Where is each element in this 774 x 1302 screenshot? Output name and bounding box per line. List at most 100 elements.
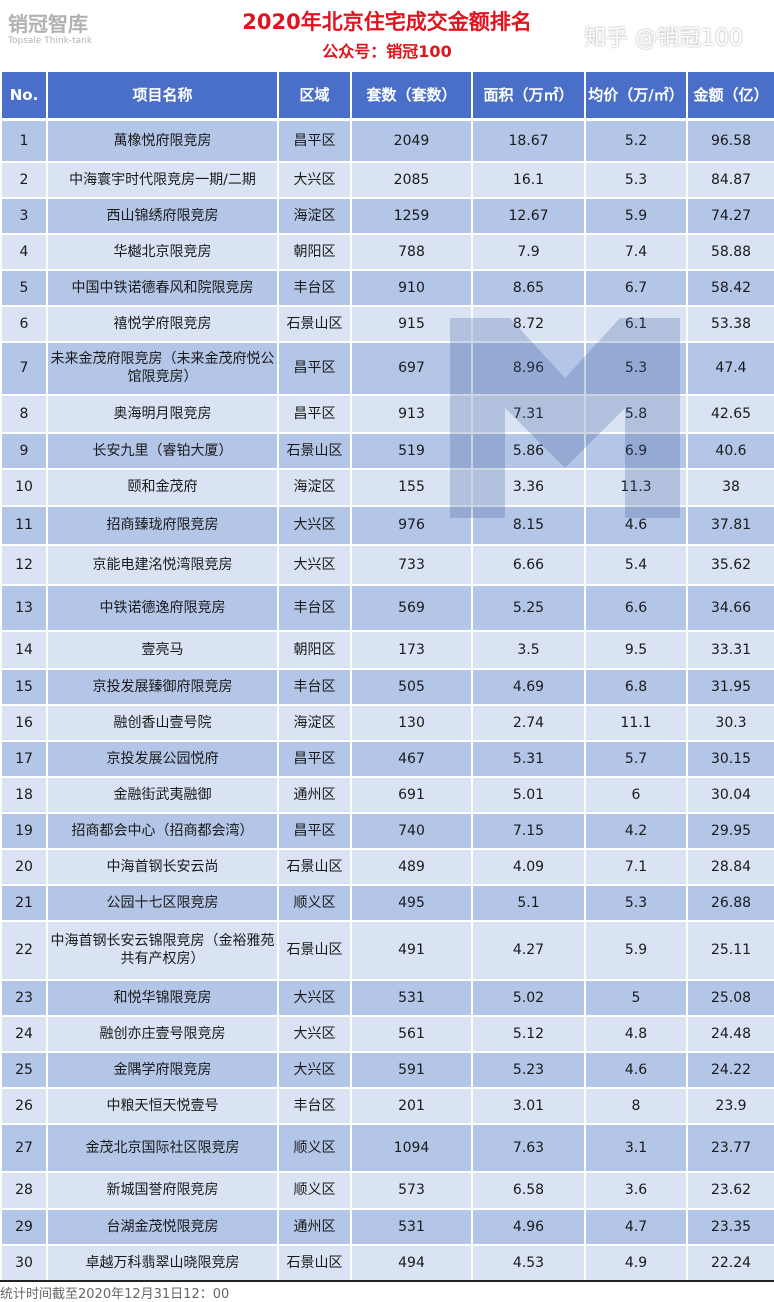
cell-rank: 22 — [0, 919, 48, 981]
cell-district: 通州区 — [277, 775, 352, 814]
table-row: 21 公园十七区限竞房 顺义区 495 5.1 5.3 26.88 — [0, 883, 774, 922]
table-row: 27 金茂北京国际社区限竞房 顺义区 1094 7.63 3.1 23.77 — [0, 1122, 774, 1173]
table-row: 20 中海首钢长安云尚 石景山区 489 4.09 7.1 28.84 — [0, 847, 774, 886]
cell-district: 石景山区 — [277, 304, 352, 343]
cell-area: 6.66 — [471, 543, 586, 586]
cell-district: 昌平区 — [277, 739, 352, 778]
cell-project-name: 招商臻珑府限竞房 — [46, 504, 279, 546]
cell-units: 519 — [350, 431, 473, 470]
cell-avg-price: 5.8 — [584, 393, 688, 434]
cell-project-name: 华樾北京限竞房 — [46, 232, 279, 271]
cell-area: 4.96 — [471, 1207, 586, 1246]
cell-rank: 16 — [0, 703, 48, 742]
cell-units: 976 — [350, 504, 473, 546]
table-row: 22 中海首钢长安云锦限竞房（金裕雅苑共有产权房） 石景山区 491 4.27 5.9 25… — [0, 919, 774, 981]
cell-project-name: 中海寰宇时代限竞房一期/二期 — [46, 160, 279, 199]
cell-district: 昌平区 — [277, 393, 352, 434]
cell-units: 531 — [350, 978, 473, 1017]
cell-district: 海淀区 — [277, 703, 352, 742]
cell-avg-price: 5.3 — [584, 160, 688, 199]
cell-area: 8.72 — [471, 304, 586, 343]
cell-district: 朝阳区 — [277, 232, 352, 271]
cell-avg-price: 4.9 — [584, 1243, 688, 1282]
cell-rank: 17 — [0, 739, 48, 778]
cell-units: 467 — [350, 739, 473, 778]
col-header-units: 套数（套数） — [350, 70, 473, 121]
cell-rank: 25 — [0, 1050, 48, 1089]
cell-district: 丰台区 — [277, 268, 352, 307]
col-header-price: 均价（万/㎡） — [584, 70, 688, 121]
cell-avg-price: 4.8 — [584, 1014, 688, 1053]
cell-area: 7.31 — [471, 393, 586, 434]
page-title: 2020年北京住宅成交金额排名 — [242, 10, 532, 34]
table-row: 28 新城国誉府限竞房 顺义区 573 6.58 3.6 23.62 — [0, 1170, 774, 1210]
cell-amount: 24.22 — [686, 1050, 774, 1089]
cell-area: 4.27 — [471, 919, 586, 981]
cell-units: 573 — [350, 1170, 473, 1210]
cell-project-name: 金融街武夷融御 — [46, 775, 279, 814]
cell-project-name: 金隅学府限竞房 — [46, 1050, 279, 1089]
cell-project-name: 京投发展臻御府限竞房 — [46, 667, 279, 706]
cell-units: 591 — [350, 1050, 473, 1089]
cell-avg-price: 11.3 — [584, 467, 688, 507]
cell-area: 8.65 — [471, 268, 586, 307]
cell-units: 2049 — [350, 118, 473, 163]
cell-units: 1094 — [350, 1122, 473, 1173]
cell-amount: 25.11 — [686, 919, 774, 981]
cell-project-name: 未来金茂府限竞房（未来金茂府悦公馆限竞房） — [46, 340, 279, 396]
cell-area: 2.74 — [471, 703, 586, 742]
cell-district: 石景山区 — [277, 431, 352, 470]
cell-rank: 2 — [0, 160, 48, 199]
table-row: 8 奥海明月限竞房 昌平区 913 7.31 5.8 42.65 — [0, 393, 774, 434]
col-header-district: 区域 — [277, 70, 352, 121]
cell-project-name: 融创亦庄壹号限竞房 — [46, 1014, 279, 1053]
cell-project-name: 壹亮马 — [46, 629, 279, 670]
cell-area: 3.5 — [471, 629, 586, 670]
cell-rank: 6 — [0, 304, 48, 343]
table-row: 2 中海寰宇时代限竞房一期/二期 大兴区 2085 16.1 5.3 84.87 — [0, 160, 774, 199]
cell-avg-price: 5.3 — [584, 883, 688, 922]
cell-district: 大兴区 — [277, 978, 352, 1017]
cell-project-name: 中铁诺德逸府限竞房 — [46, 583, 279, 632]
table-row: 29 台湖金茂悦限竞房 通州区 531 4.96 4.7 23.35 — [0, 1207, 774, 1246]
cell-amount: 96.58 — [686, 118, 774, 163]
cell-rank: 23 — [0, 978, 48, 1017]
cell-project-name: 禧悦学府限竞房 — [46, 304, 279, 343]
cell-rank: 28 — [0, 1170, 48, 1210]
cell-rank: 19 — [0, 811, 48, 850]
col-header-area: 面积（万㎡） — [471, 70, 586, 121]
cell-amount: 58.88 — [686, 232, 774, 271]
table-row: 18 金融街武夷融御 通州区 691 5.01 6 30.04 — [0, 775, 774, 814]
cell-project-name: 京投发展公园悦府 — [46, 739, 279, 778]
table-row: 11 招商臻珑府限竞房 大兴区 976 8.15 4.6 37.81 — [0, 504, 774, 546]
cell-avg-price: 7.1 — [584, 847, 688, 886]
watermark-logo-subtext: Topsale Think-tank — [8, 36, 93, 46]
table-row: 16 融创香山壹号院 海淀区 130 2.74 11.1 30.3 — [0, 703, 774, 742]
table-row: 12 京能电建洺悦湾限竞房 大兴区 733 6.66 5.4 35.62 — [0, 543, 774, 586]
cell-rank: 4 — [0, 232, 48, 271]
cell-rank: 18 — [0, 775, 48, 814]
cell-district: 丰台区 — [277, 583, 352, 632]
table-row: 9 长安九里（睿铂大厦） 石景山区 519 5.86 6.9 40.6 — [0, 431, 774, 470]
cell-amount: 30.04 — [686, 775, 774, 814]
cell-project-name: 金茂北京国际社区限竞房 — [46, 1122, 279, 1173]
cell-rank: 9 — [0, 431, 48, 470]
cell-amount: 35.62 — [686, 543, 774, 586]
cell-amount: 42.65 — [686, 393, 774, 434]
cell-units: 910 — [350, 268, 473, 307]
cell-district: 顺义区 — [277, 1122, 352, 1173]
cell-units: 913 — [350, 393, 473, 434]
cell-avg-price: 4.6 — [584, 1050, 688, 1089]
cell-project-name: 西山锦绣府限竞房 — [46, 196, 279, 235]
cell-units: 561 — [350, 1014, 473, 1053]
table-row: 17 京投发展公园悦府 昌平区 467 5.31 5.7 30.15 — [0, 739, 774, 778]
cell-rank: 7 — [0, 340, 48, 396]
cell-project-name: 萬橡悦府限竞房 — [46, 118, 279, 163]
cell-rank: 3 — [0, 196, 48, 235]
cell-district: 顺义区 — [277, 1170, 352, 1210]
cell-avg-price: 3.6 — [584, 1170, 688, 1210]
cell-avg-price: 6.9 — [584, 431, 688, 470]
cell-amount: 26.88 — [686, 883, 774, 922]
cell-amount: 47.4 — [686, 340, 774, 396]
cell-avg-price: 11.1 — [584, 703, 688, 742]
